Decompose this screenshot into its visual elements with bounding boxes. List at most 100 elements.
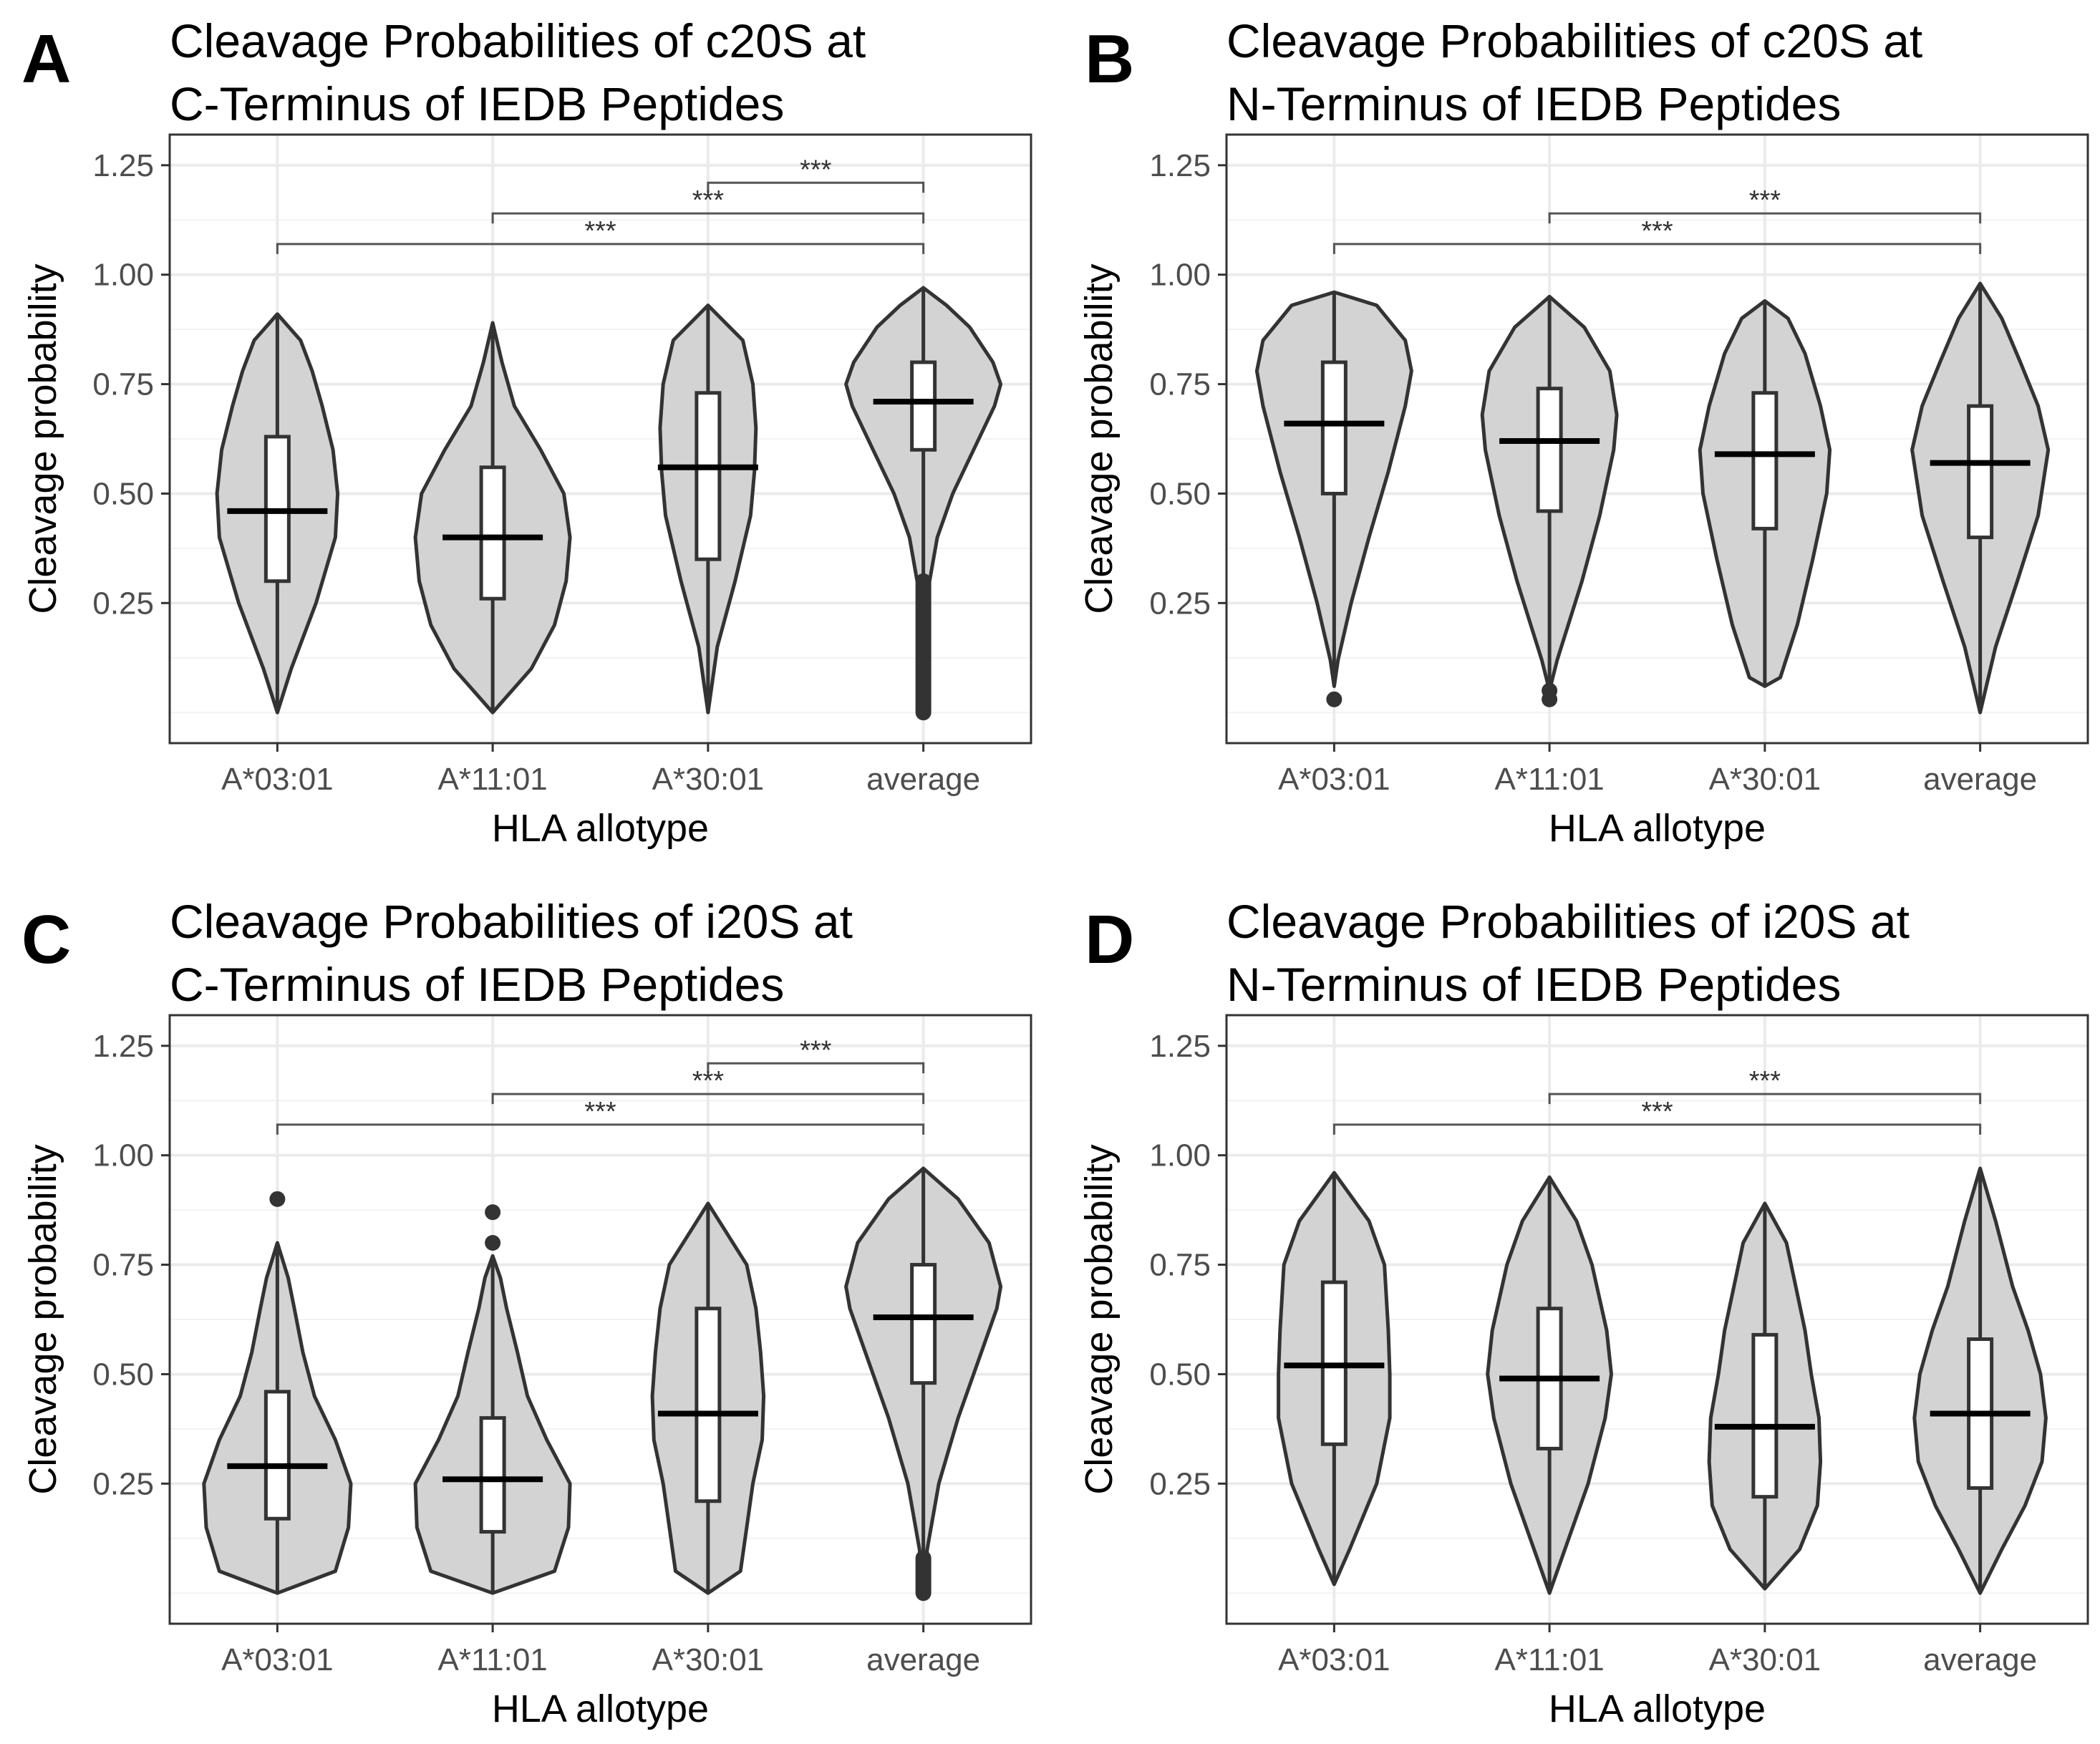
x-tick-label: A*11:01 [437, 1642, 547, 1677]
panel-border [168, 133, 1032, 745]
x-tick-label: A*30:01 [1709, 1642, 1821, 1677]
panel-letter: A [21, 21, 71, 97]
significance-bracket [491, 212, 925, 224]
significance-label: *** [1749, 1066, 1781, 1096]
box-A*30:01 [695, 1307, 722, 1503]
y-tick-label: 1.25 [1149, 1029, 1211, 1064]
y-tick-label: 1.25 [92, 148, 154, 183]
outlier-point [485, 1204, 501, 1221]
x-tick-label: A*03:01 [221, 762, 334, 797]
significance-bracket [276, 243, 925, 254]
y-tick-label: 0.50 [1149, 476, 1211, 511]
box-A*11:01 [479, 465, 506, 601]
panel-letter: C [21, 901, 71, 978]
x-tick-label: average [866, 762, 980, 797]
panel-title-line-2: N-Terminus of IEDB Peptides [1226, 958, 1841, 1011]
significance-label: *** [800, 1035, 832, 1065]
panel-A: *** *** *** 0.25 0.50 0.75 1.00 1.25 A*03:01 A*11… [21, 14, 1032, 850]
y-tick-label: 0.75 [1149, 1248, 1211, 1283]
x-tick-label: A*30:01 [652, 762, 765, 797]
box-A*03:01 [263, 1390, 291, 1521]
outlier-point [1326, 691, 1342, 707]
panel-border [1225, 133, 2089, 745]
y-tick-label: 0.25 [92, 1466, 154, 1501]
box-average [910, 360, 937, 452]
y-tick-label: 1.25 [92, 1029, 154, 1064]
box-A*30:01 [1751, 391, 1779, 531]
y-tick-label: 1.00 [1149, 258, 1211, 293]
significance-label: *** [800, 155, 832, 185]
panel-title-line-2: C-Terminus of IEDB Peptides [170, 958, 784, 1011]
significance-bracket [491, 1093, 925, 1105]
x-tick-label: A*03:01 [1278, 1642, 1390, 1677]
panel-title-line-1: Cleavage Probabilities of i20S at [1226, 895, 1910, 948]
x-axis-title: HLA allotype [1549, 1687, 1766, 1730]
y-tick-label: 0.25 [1149, 586, 1211, 621]
panel-B: *** *** 0.25 0.50 0.75 1.00 1.25 A*03:01 A*11:01… [1078, 14, 2089, 850]
x-tick-label: A*03:01 [1278, 762, 1390, 797]
significance-label: *** [1749, 185, 1781, 215]
significance-bracket [1548, 1093, 1982, 1105]
y-tick-label: 0.50 [92, 1357, 154, 1392]
box-average [1967, 404, 1994, 540]
significance-label: *** [1641, 216, 1673, 246]
significance-label: *** [692, 185, 725, 215]
panel-title-line-1: Cleavage Probabilities of c20S at [170, 14, 866, 67]
panel-border [1225, 1014, 2089, 1625]
y-tick-label: 1.00 [92, 258, 154, 293]
y-tick-label: 0.25 [1149, 1466, 1211, 1501]
x-axis-title: HLA allotype [492, 1687, 709, 1730]
outlier-point [1542, 682, 1558, 699]
significance-bracket [276, 1123, 925, 1135]
y-tick-label: 0.50 [92, 476, 154, 511]
outlier-point [269, 1191, 286, 1207]
x-tick-label: A*30:01 [1709, 762, 1821, 797]
panel-title-line-1: Cleavage Probabilities of c20S at [1226, 14, 1922, 67]
significance-bracket [707, 181, 925, 193]
y-tick-label: 0.75 [1149, 367, 1211, 402]
box-A*11:01 [479, 1416, 506, 1534]
y-tick-label: 0.75 [92, 1248, 154, 1283]
panel-letter: D [1085, 901, 1134, 978]
significance-label: *** [692, 1066, 725, 1096]
significance-bracket [1332, 1123, 1982, 1135]
y-tick-label: 1.00 [1149, 1138, 1211, 1173]
panel-title-line-2: N-Terminus of IEDB Peptides [1226, 77, 1841, 130]
x-tick-label: A*11:01 [1494, 762, 1604, 797]
panel-letter: B [1085, 21, 1134, 97]
y-tick-label: 1.25 [1149, 148, 1211, 183]
box-A*30:01 [695, 391, 722, 561]
y-axis-title: Cleavage probability [1078, 263, 1121, 614]
x-tick-label: A*03:01 [221, 1642, 334, 1677]
significance-label: *** [1641, 1097, 1673, 1127]
x-tick-label: A*11:01 [437, 762, 547, 797]
significance-label: *** [584, 216, 616, 246]
significance-bracket [1332, 243, 1982, 254]
significance-bracket [1548, 212, 1982, 224]
x-tick-label: average [866, 1642, 980, 1677]
y-axis-title: Cleavage probability [21, 1144, 64, 1494]
y-axis-title: Cleavage probability [21, 263, 64, 614]
outlier-point [485, 1234, 501, 1251]
panel-C: *** *** *** 0.25 0.50 0.75 1.00 1.25 A*03:01 A*11… [21, 895, 1032, 1730]
significance-bracket [707, 1062, 925, 1074]
x-axis-title: HLA allotype [1549, 807, 1766, 850]
y-axis-title: Cleavage probability [1078, 1144, 1121, 1494]
x-axis-title: HLA allotype [492, 807, 709, 850]
y-tick-label: 0.75 [92, 367, 154, 402]
panel-title-line-2: C-Terminus of IEDB Peptides [170, 77, 784, 130]
significance-label: *** [584, 1097, 616, 1127]
box-average [910, 1263, 937, 1385]
x-tick-label: A*11:01 [1494, 1642, 1604, 1677]
y-tick-label: 0.25 [92, 586, 154, 621]
box-A*11:01 [1536, 387, 1563, 513]
panel-title-line-1: Cleavage Probabilities of i20S at [170, 895, 853, 948]
y-tick-label: 0.50 [1149, 1357, 1211, 1392]
box-A*03:01 [1320, 360, 1347, 495]
x-tick-label: average [1923, 1642, 2037, 1677]
panel-border [168, 1014, 1032, 1625]
x-tick-label: A*30:01 [652, 1642, 765, 1677]
box-A*30:01 [1751, 1332, 1779, 1499]
x-tick-label: average [1923, 762, 2037, 797]
